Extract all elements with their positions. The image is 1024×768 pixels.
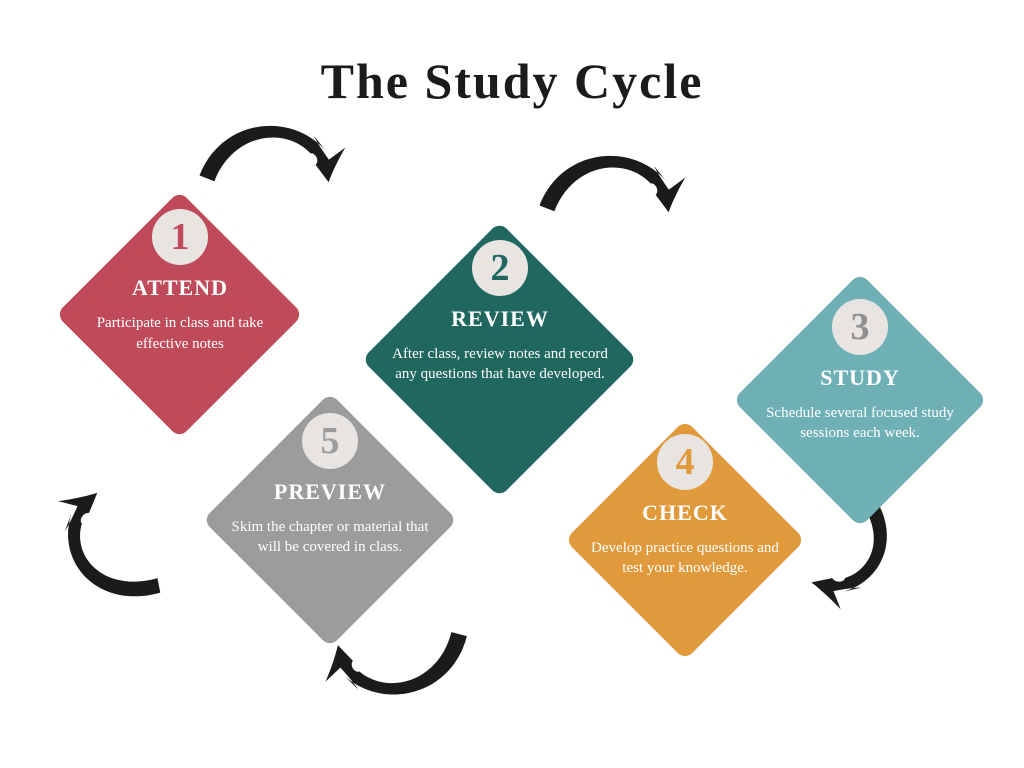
step-attend-number: 1 xyxy=(170,215,189,259)
step-check-number-badge: 4 xyxy=(657,434,713,490)
step-study-title: STUDY xyxy=(820,365,900,391)
step-preview-content: 5 PREVIEW Skim the chapter or material t… xyxy=(203,393,458,648)
step-review-desc: After class, review notes and record any… xyxy=(380,344,620,385)
step-study-number: 3 xyxy=(850,305,869,349)
step-preview-title: PREVIEW xyxy=(274,479,386,505)
step-attend-title: ATTEND xyxy=(132,275,228,301)
step-preview: 5 PREVIEW Skim the chapter or material t… xyxy=(203,393,458,648)
step-preview-desc: Skim the chapter or material that will b… xyxy=(221,517,440,558)
arrow-review-to-study xyxy=(521,128,698,232)
step-check: 4 CHECK Develop practice questions and t… xyxy=(565,420,805,660)
step-attend-number-badge: 1 xyxy=(152,209,208,265)
step-review-title: REVIEW xyxy=(451,306,549,332)
study-cycle-stage: The Study Cycle 1 xyxy=(0,0,1024,768)
arrow-preview-to-attend xyxy=(20,464,180,646)
arrow-attend-to-review xyxy=(181,98,358,202)
step-attend-desc: Participate in class and take effective … xyxy=(74,313,285,354)
page-title: The Study Cycle xyxy=(0,52,1024,110)
step-preview-number: 5 xyxy=(320,419,339,463)
step-check-number: 4 xyxy=(675,440,694,484)
step-check-title: CHECK xyxy=(642,500,728,526)
step-review-number: 2 xyxy=(490,246,509,290)
step-check-desc: Develop practice questions and test your… xyxy=(583,538,787,579)
step-review-number-badge: 2 xyxy=(472,240,528,296)
step-check-content: 4 CHECK Develop practice questions and t… xyxy=(565,420,805,660)
step-study-number-badge: 3 xyxy=(832,299,888,355)
step-preview-number-badge: 5 xyxy=(302,413,358,469)
